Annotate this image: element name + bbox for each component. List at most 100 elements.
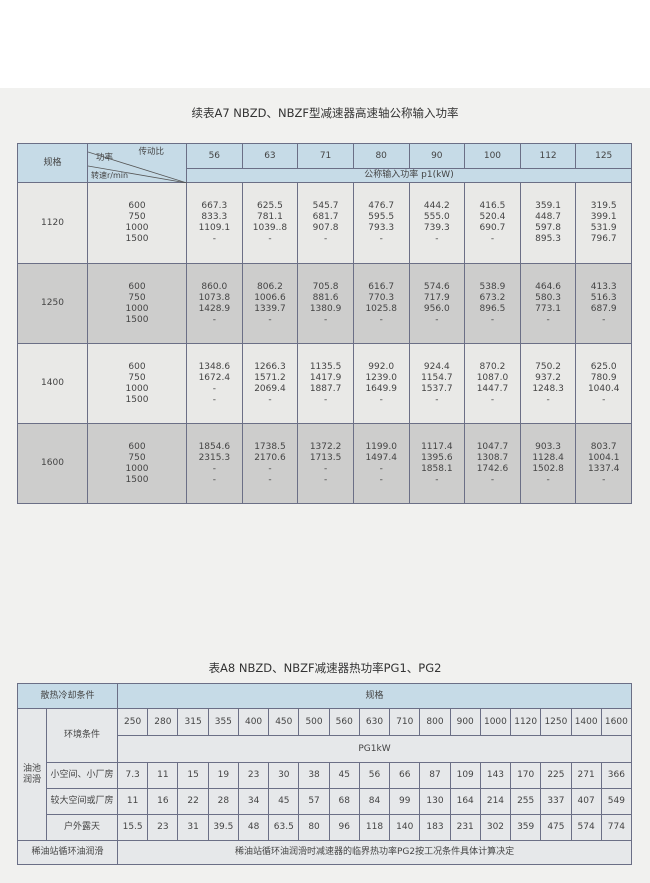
cooling-header: 散热冷却条件 bbox=[16, 683, 119, 709]
power-value: 673.2 bbox=[479, 292, 506, 303]
power-value: 1248.3 bbox=[532, 383, 564, 394]
power-cell: 1135.5 1417.9 1887.7- bbox=[297, 343, 354, 424]
power-cell: 16 bbox=[147, 788, 179, 815]
power-value: 937.2 bbox=[535, 372, 561, 383]
power-cell: 39.5 bbox=[207, 814, 239, 841]
size-header: 1250 bbox=[540, 708, 572, 736]
speed-value: 750 bbox=[128, 372, 146, 383]
spec-cell: 1250 bbox=[17, 263, 88, 344]
power-value: 1040.4 bbox=[587, 383, 620, 394]
power-value: 667.3 bbox=[201, 201, 228, 211]
table-row: 1250 600 750 1000 1500 860.0 1073.8 1428.9-806.… bbox=[17, 263, 632, 344]
power-value: 687.9 bbox=[590, 303, 617, 314]
power-value: - bbox=[323, 394, 328, 405]
power-value: - bbox=[268, 463, 272, 474]
power-value: 1372.2 bbox=[309, 441, 342, 452]
power-cell: 667.3 833.3 1109.1- bbox=[186, 182, 243, 264]
speed-value: 750 bbox=[128, 452, 146, 463]
power-cell: 15 bbox=[177, 762, 209, 789]
power-value: - bbox=[212, 383, 216, 394]
power-cell: 87 bbox=[419, 762, 451, 789]
size-header: 500 bbox=[298, 708, 330, 736]
power-value: 717.9 bbox=[423, 292, 450, 303]
table-a7-title: 续表A7 NBZD、NBZF型减速器高速轴公称输入功率 bbox=[191, 106, 459, 120]
power-value: 1339.7 bbox=[254, 303, 286, 314]
power-value: 2315.3 bbox=[198, 452, 231, 463]
power-value: 924.4 bbox=[423, 361, 450, 372]
power-cell: 549 bbox=[600, 788, 633, 815]
power-value: 903.3 bbox=[535, 441, 561, 452]
ratio-header: 80 bbox=[352, 143, 410, 169]
power-value: 739.3 bbox=[423, 223, 450, 233]
power-cell: 413.3 516.3 687.9- bbox=[575, 263, 632, 344]
power-cell: 1372.2 1713.5- - bbox=[297, 423, 354, 504]
power-value: 806.2 bbox=[257, 281, 283, 292]
power-value: 1713.5 bbox=[309, 452, 342, 463]
power-cell: 130 bbox=[419, 788, 451, 815]
power-cell: 68 bbox=[328, 788, 360, 815]
power-cell: 225 bbox=[540, 762, 572, 789]
power-value: - bbox=[268, 394, 272, 405]
power-cell: 45 bbox=[328, 762, 360, 789]
power-value: 870.2 bbox=[479, 361, 506, 372]
size-header: 560 bbox=[328, 708, 360, 736]
power-cell: 750.2 937.2 1248.3- bbox=[519, 343, 577, 424]
env-cell: 户外露天 bbox=[45, 814, 119, 841]
power-cell: 444.2 555.0 739.3- bbox=[408, 182, 466, 264]
power-value: - bbox=[323, 234, 328, 244]
power-cell: 1117.4 1395.6 1858.1- bbox=[408, 423, 466, 504]
power-value: 803.7 bbox=[590, 441, 617, 452]
power-value: 1887.7 bbox=[309, 383, 342, 394]
power-value: - bbox=[268, 474, 272, 485]
power-value: 705.8 bbox=[312, 281, 339, 292]
power-cell: 15.5 bbox=[117, 814, 149, 841]
speed-value: 1500 bbox=[125, 474, 149, 485]
power-value: 1117.4 bbox=[421, 441, 453, 452]
power-cell: 359.1 448.7 597.8 895.3 bbox=[519, 182, 577, 264]
env-cell: 较大空间或厂房 bbox=[45, 788, 119, 815]
power-cell: 1199.0 1497.4- - bbox=[352, 423, 410, 504]
power-cell: 84 bbox=[358, 788, 391, 815]
speed-label: 转速r/min bbox=[91, 171, 129, 180]
power-cell: 140 bbox=[389, 814, 421, 841]
power-cell: 11 bbox=[117, 788, 149, 815]
size-header: 1120 bbox=[510, 708, 542, 736]
power-value: - bbox=[212, 234, 216, 244]
power-value: 1004.1 bbox=[587, 452, 620, 463]
power-value: 1571.2 bbox=[254, 372, 286, 383]
power-cell: 924.4 1154.7 1537.7- bbox=[408, 343, 466, 424]
power-value: 448.7 bbox=[535, 212, 561, 222]
power-value: 1025.8 bbox=[365, 303, 397, 314]
power-value: 1672.4 bbox=[198, 372, 231, 383]
power-cell: 574 bbox=[570, 814, 602, 841]
power-cell: 118 bbox=[358, 814, 391, 841]
speed-cell: 600 750 1000 1500 bbox=[87, 343, 187, 424]
speed-value: 1500 bbox=[125, 314, 149, 325]
power-value: 1109.1 bbox=[198, 223, 231, 233]
power-value: 1742.6 bbox=[476, 463, 509, 474]
power-cell: 625.0 780.9 1040.4- bbox=[575, 343, 632, 424]
power-cell: 475 bbox=[540, 814, 572, 841]
circulation-label: 稀油站循环油润滑 bbox=[16, 840, 119, 865]
power-cell: 271 bbox=[570, 762, 602, 789]
power-value: 2170.6 bbox=[254, 452, 286, 463]
power-cell: 7.3 bbox=[117, 762, 149, 789]
power-cell: 705.8 881.6 1380.9- bbox=[297, 263, 354, 344]
power-value: 444.2 bbox=[423, 201, 450, 211]
power-cell: 1854.6 2315.3- - bbox=[186, 423, 243, 504]
power-cell: 407 bbox=[570, 788, 602, 815]
power-cell: 416.5 520.4 690.7- bbox=[464, 182, 521, 264]
power-cell: 19 bbox=[207, 762, 239, 789]
power-value: 992.0 bbox=[368, 361, 395, 372]
power-cell: 1348.6 1672.4- - bbox=[186, 343, 243, 424]
power-value: 796.7 bbox=[590, 234, 617, 244]
speed-value: 600 bbox=[128, 441, 146, 452]
size-header: 355 bbox=[207, 708, 239, 736]
power-cell: 214 bbox=[479, 788, 512, 815]
power-cell: 99 bbox=[389, 788, 421, 815]
power-value: - bbox=[379, 234, 383, 244]
unit-header: PG1kW bbox=[117, 735, 632, 763]
power-value: 690.7 bbox=[479, 223, 506, 233]
size-header: 710 bbox=[389, 708, 421, 736]
power-value: - bbox=[323, 474, 328, 485]
